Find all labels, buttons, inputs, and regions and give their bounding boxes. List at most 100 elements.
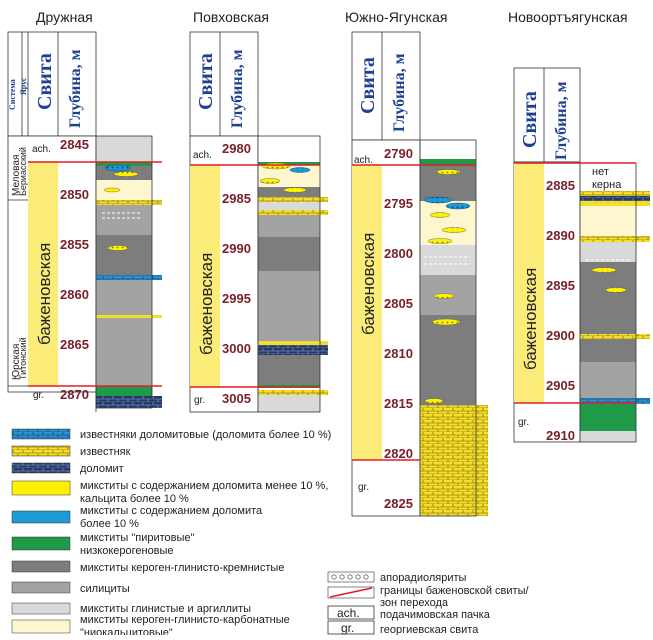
legend-label: низкокерогеновые	[80, 545, 174, 557]
legend-label: границы баженовской свиты/	[380, 585, 529, 597]
legend-label: доломит	[80, 463, 124, 475]
well-povkhovskaya: Повховская Свита Глубина, м ach. баженов…	[189, 9, 328, 413]
depth-tick: 3005	[222, 391, 251, 406]
depth-tick: 2800	[384, 246, 413, 261]
depth-header: Глубина, м	[391, 53, 408, 132]
depth-tick: 2990	[222, 241, 251, 256]
well-title: Южно-Ягунская	[345, 9, 447, 25]
depth-ticks: 2885 2890 2895 2900 2905 2910	[546, 178, 575, 443]
depth-tick: 2845	[60, 137, 89, 152]
depth-tick: 2790	[384, 146, 413, 161]
legend-item-ach: ach. подачимовская пачка	[327, 605, 491, 621]
well-title: Новоортъягунская	[508, 9, 628, 25]
top-label: ach.	[354, 155, 373, 166]
well-druzhnaya: Дружная Система Ярус Свита Глубина, м Ме…	[7, 9, 162, 412]
well-yuzhno-yagunskaya: Южно-Ягунская Свита Глубина, м ach. баже…	[345, 9, 488, 517]
core-note: керна	[592, 179, 622, 191]
lithology-column	[95, 135, 162, 409]
svita-header: Свита	[519, 91, 541, 148]
depth-header: Глубина, м	[67, 49, 84, 128]
legend-label: зон перехода	[380, 597, 449, 609]
core-note: нет	[592, 166, 609, 178]
depth-ticks: 2790 2795 2800 2805 2810 2815 2820 2825	[384, 146, 413, 511]
legend-label: микститы кероген-глинисто-кремнистые	[80, 562, 284, 574]
depth-tick: 2870	[60, 387, 89, 402]
stage-header: Ярус	[19, 77, 28, 95]
top-label: ach.	[193, 150, 212, 161]
legend-label: кальцита более 10 %	[80, 493, 189, 505]
system-label: Юрская	[11, 344, 22, 380]
depth-tick: 2910	[546, 428, 575, 443]
well-novoortyagunskaya: Новоортъягунская Свита Глубина, м бажено…	[508, 9, 650, 443]
bottom-label: gr.	[358, 482, 369, 493]
legend-box-label: ach.	[337, 606, 360, 620]
legend-label: микститы "пиритовые"	[80, 532, 194, 544]
formation-label: баженовская	[197, 253, 216, 355]
legend-label: известняки доломитовые (доломита более 1…	[80, 429, 331, 441]
legend-label: георгиевская свита	[380, 624, 479, 635]
depth-tick: 2860	[60, 287, 89, 302]
depth-tick: 2855	[60, 237, 89, 252]
legend-left: известняки доломитовые (доломита более 1…	[11, 428, 331, 639]
legend-item-silicite: силициты	[11, 581, 130, 595]
depth-tick: 2985	[222, 191, 251, 206]
depth-tick: 2905	[546, 378, 575, 393]
depth-tick: 2810	[384, 346, 413, 361]
depth-tick: 2815	[384, 396, 413, 411]
depth-tick: 2865	[60, 337, 89, 352]
legend-item-limestone: известняк	[11, 445, 131, 458]
system-header: Система	[8, 79, 17, 110]
depth-tick: 2850	[60, 187, 89, 202]
legend-item-pyrite-mixtite: микститы "пиритовые" низкокерогеновые	[11, 532, 194, 557]
depth-header: Глубина, м	[229, 49, 246, 128]
top-label: ach.	[32, 144, 51, 155]
legend-item-aporadiolarite: апорадиоляриты	[327, 571, 467, 584]
lithology-column	[419, 139, 488, 517]
bottom-label: gr.	[194, 395, 205, 406]
depth-tick: 2885	[546, 178, 575, 193]
legend-item-dolomitic-limestone: известняки доломитовые (доломита более 1…	[11, 428, 331, 441]
legend-item-mixtite-dolomite-gt10: микститы с содержанием доломита более 10…	[11, 505, 263, 530]
legend-label: микститы с содержанием доломита	[80, 505, 263, 517]
legend-item-boundary: границы баженовской свиты/ зон перехода	[327, 585, 529, 609]
stage-label: Бериасский	[18, 147, 28, 196]
svita-header: Свита	[34, 53, 56, 110]
legend-label: более 10 %	[80, 518, 139, 530]
well-title: Дружная	[36, 9, 93, 25]
depth-tick: 2805	[384, 296, 413, 311]
bottom-label: gr.	[33, 390, 44, 401]
legend-label: микститы кероген-глинисто-карбонатные	[80, 614, 290, 626]
legend-item-kerogen-clay-siliceous-carbonate: микститы кероген-глинисто-карбонатные "н…	[11, 614, 290, 639]
lithology-column	[257, 135, 328, 413]
depth-tick: 2900	[546, 328, 575, 343]
depth-tick: 2980	[222, 141, 251, 156]
lithology-column: нет керна	[579, 162, 650, 443]
legend-label: микститы глинистые и аргиллиты	[80, 603, 251, 615]
depth-tick: 2895	[546, 278, 575, 293]
bottom-label: gr.	[518, 417, 529, 428]
depth-tick: 2820	[384, 446, 413, 461]
legend-label: подачимовская пачка	[380, 609, 491, 621]
depth-tick: 2825	[384, 496, 413, 511]
legend-label: силициты	[80, 583, 130, 595]
legend-box-label: gr.	[341, 621, 354, 635]
legend-item-kerogen-clay-siliceous: микститы кероген-глинисто-кремнистые	[11, 560, 284, 574]
svita-header: Свита	[357, 57, 379, 114]
depth-tick: 2890	[546, 228, 575, 243]
legend-label: апорадиоляриты	[380, 572, 467, 584]
depth-ticks: 2980 2985 2990 2995 3000 3005	[222, 141, 251, 406]
legend-label: микститы с содержанием доломита менее 10…	[80, 480, 328, 492]
well-title: Повховская	[193, 9, 269, 25]
depth-tick: 2995	[222, 291, 251, 306]
depth-ticks: 2845 2850 2855 2860 2865 2870	[60, 137, 89, 402]
legend-item-dolomite: доломит	[11, 462, 124, 475]
system-label: Меловая	[11, 155, 22, 196]
legend-item-mixtite-dolomite-lt10: микститы с содержанием доломита менее 10…	[11, 480, 328, 505]
legend-item-clay-mixtite: микститы глинистые и аргиллиты	[11, 602, 251, 615]
stage-label: Титонский	[18, 337, 28, 380]
formation-label: баженовская	[359, 233, 378, 335]
legend-right: апорадиоляриты границы баженовской свиты…	[327, 571, 529, 636]
svita-header: Свита	[195, 53, 217, 110]
legend-label: "ниокальцитовые"	[80, 627, 173, 635]
